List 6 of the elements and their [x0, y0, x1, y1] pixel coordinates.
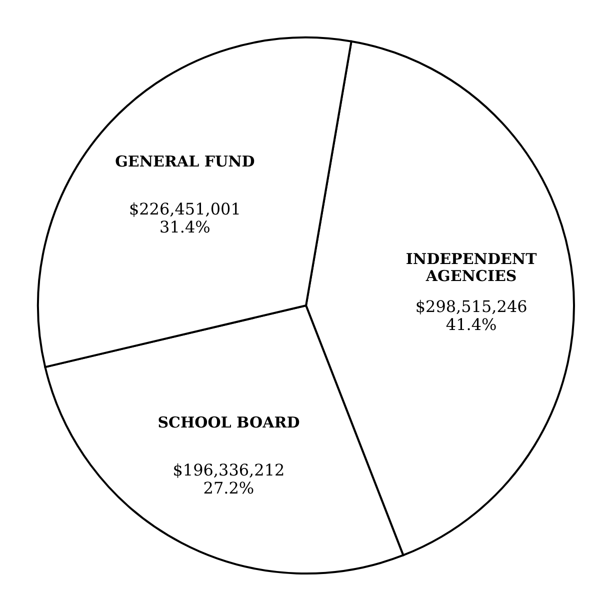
data-label: $298,515,246 41.4% — [415, 296, 528, 334]
data-label: $226,451,001 31.4% — [128, 200, 241, 237]
slice-label: SCHOOL BOARD — [158, 414, 300, 432]
slice-label: INDEPENDENT AGENCIES — [406, 250, 538, 285]
slice-label: GENERAL FUND — [115, 152, 255, 171]
data-label: $196,336,212 27.2% — [172, 460, 285, 498]
